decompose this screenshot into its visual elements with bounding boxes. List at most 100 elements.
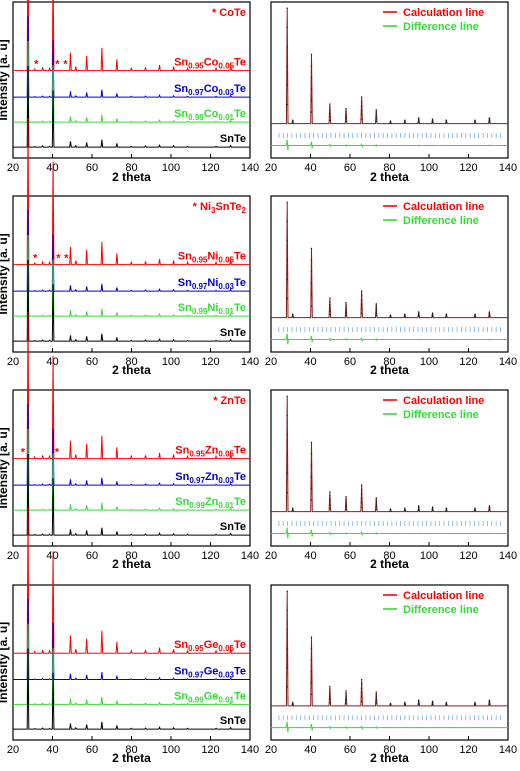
series-line (13, 453, 250, 536)
series-line (13, 404, 250, 486)
observed-point (360, 692, 363, 694)
observed-point (375, 508, 377, 511)
observed-point (360, 96, 363, 98)
observed-point (310, 270, 313, 273)
x-tick-label: 60 (86, 356, 98, 368)
observed-point (345, 498, 347, 500)
y-axis-label: Intensity [a. u] (0, 39, 10, 120)
observed-point (310, 259, 313, 261)
observed-point (445, 122, 448, 124)
observed-point (310, 282, 313, 284)
impurity-star: * (33, 253, 38, 265)
series-line (13, 117, 250, 266)
x-tick-label: 40 (46, 550, 58, 562)
observed-point (488, 118, 491, 120)
x-tick-label: 40 (46, 162, 58, 174)
xrd-co: 20 40 60 80 100 120 140 2 theta Intensity [a. u]… (0, 0, 259, 184)
x-tick-label: 80 (383, 162, 395, 174)
observed-point (488, 312, 491, 314)
series-line (13, 234, 250, 317)
observed-point (329, 504, 331, 506)
observed-point (375, 120, 377, 123)
x-tick-label: 20 (7, 162, 19, 174)
observed-point (431, 704, 434, 706)
x-tick-label: 120 (201, 744, 219, 756)
observed-point (488, 505, 491, 507)
observed-point (375, 497, 377, 499)
observed-point (360, 118, 363, 120)
observed-point (345, 702, 347, 705)
observed-point (375, 303, 377, 305)
xrd-ge: 20 40 60 80 100 120 140 2 theta Intensity [a. u]… (0, 507, 259, 765)
observed-point (488, 314, 491, 316)
observed-point (360, 678, 363, 681)
observed-point (418, 506, 420, 508)
observed-point (389, 704, 392, 707)
observed-point (389, 122, 392, 124)
series-line (13, 210, 250, 292)
series-label: Sn0.95Ni0.05Te (178, 251, 246, 265)
observed-point (329, 497, 331, 500)
observed-point (488, 506, 491, 508)
observed-point (345, 700, 347, 702)
observed-point (488, 509, 491, 511)
x-tick-label: 100 (420, 162, 438, 174)
observed-point (286, 414, 288, 417)
x-tick-label: 140 (499, 162, 517, 174)
y-axis-label: Intensity [a. u] (0, 622, 10, 703)
legend-difference: Difference line (403, 21, 479, 33)
x-tick-label: 80 (383, 550, 395, 562)
observed-point (418, 118, 420, 120)
x-tick-label: 60 (86, 550, 98, 562)
x-tick-label: 100 (420, 744, 438, 756)
impurity-star: * (55, 59, 60, 71)
observed-point (474, 122, 476, 124)
observed-point (431, 510, 434, 512)
observed-point (418, 120, 420, 122)
observed-point (286, 201, 288, 203)
observed-point (345, 115, 347, 117)
observed-point (418, 117, 420, 119)
observed-point (329, 303, 331, 306)
observed-point (418, 311, 420, 313)
observed-point (310, 65, 313, 67)
series-line (13, 259, 250, 342)
observed-point (360, 506, 363, 508)
observed-point (404, 122, 406, 124)
observed-point (345, 309, 347, 311)
observed-point (329, 103, 331, 105)
observed-point (418, 505, 420, 507)
observed-point (360, 683, 363, 685)
observed-point (375, 314, 377, 317)
x-tick-label: 60 (86, 162, 98, 174)
series-label: Sn0.99Zn0.01Te (175, 496, 246, 510)
observed-point (329, 313, 331, 316)
observed-point (360, 700, 363, 703)
x-tick-label: 60 (344, 550, 356, 562)
observed-point (329, 507, 331, 510)
x-tick-label: 140 (241, 356, 259, 368)
x-tick-label: 60 (344, 356, 356, 368)
legend-calculation: Calculation line (403, 590, 484, 602)
x-tick-label: 100 (162, 550, 180, 562)
observed-point (345, 495, 347, 498)
observed-point (418, 507, 420, 509)
legend-difference: Difference line (403, 409, 479, 421)
x-tick-label: 40 (304, 550, 316, 562)
observed-point (329, 310, 331, 312)
x-tick-label: 120 (201, 356, 219, 368)
xrd-zn: 20 40 60 80 100 120 140 2 theta Intensity [a. u]… (0, 311, 259, 571)
series-label: Sn0.97Ni0.03Te (178, 277, 246, 291)
observed-point (474, 704, 476, 707)
observed-point (329, 688, 331, 691)
observed-point (360, 484, 363, 486)
observed-point (360, 294, 363, 297)
x-axis-label: 2 theta (112, 170, 151, 184)
x-tick-label: 100 (162, 356, 180, 368)
impurity-annotation: * ZnTe (213, 395, 246, 407)
observed-point (375, 499, 377, 501)
observed-point (286, 395, 288, 397)
x-tick-label: 40 (304, 162, 316, 174)
x-axis-label: 2 theta (370, 363, 409, 377)
observed-point (310, 293, 313, 296)
